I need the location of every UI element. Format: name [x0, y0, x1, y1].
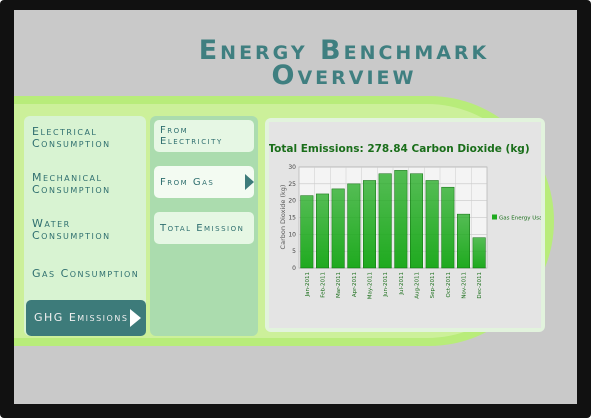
bar [409, 173, 424, 269]
menu-item-selected[interactable]: GHG Emissions [26, 300, 146, 336]
bar [456, 213, 471, 269]
arrow-icon [130, 309, 141, 327]
bar [362, 180, 377, 269]
y-axis-label: Carbon Dioxide (kg) [279, 185, 287, 250]
y-tick-label: 10 [288, 231, 296, 238]
bar [347, 183, 361, 269]
screen: Energy Benchmark Overview Electrical Con… [14, 10, 577, 404]
submenu-item[interactable]: From Electricity [154, 120, 254, 152]
y-tick-label: 5 [292, 248, 296, 255]
sub-menu: From Electricity From Gas Total Emission [150, 116, 258, 336]
bar [315, 193, 330, 269]
bar [378, 173, 392, 269]
x-tick-label: Mar-2011 [336, 272, 342, 298]
x-tick-label: Feb-2011 [321, 272, 327, 298]
menu-item[interactable]: Electrical Consumption [32, 125, 111, 150]
main-menu: Electrical Consumption Mechanical Consum… [24, 116, 146, 336]
chart-panel: Total Emissions: 278.84 Carbon Dioxide (… [265, 118, 545, 332]
menu-item[interactable]: Mechanical Consumption [32, 171, 111, 196]
y-tick-label: 20 [288, 198, 296, 205]
y-tick-label: 0 [292, 265, 296, 272]
x-tick-label: Nov-2011 [462, 272, 468, 299]
y-tick-label: 30 [288, 164, 296, 171]
x-tick-label: Oct-2011 [446, 272, 452, 298]
menu-item[interactable]: Water Consumption [32, 217, 111, 242]
bar [300, 195, 314, 269]
menu-item[interactable]: Gas Consumption [32, 267, 140, 280]
y-tick-label: 25 [288, 181, 296, 188]
submenu-item[interactable]: Total Emission [154, 212, 254, 244]
bar [394, 170, 408, 269]
bar [472, 237, 486, 269]
x-tick-label: Jun-2011 [383, 272, 389, 298]
bar [441, 186, 455, 269]
bar [331, 188, 345, 269]
y-tick-label: 15 [288, 215, 296, 222]
page-title: Energy Benchmark Overview [198, 35, 490, 91]
x-tick-label: Jan-2011 [305, 272, 311, 297]
chart-title: Total Emissions: 278.84 Carbon Dioxide (… [269, 143, 530, 155]
submenu-item-selected[interactable]: From Gas [154, 166, 254, 198]
x-tick-label: Jul-2011 [399, 272, 405, 296]
legend-swatch [492, 214, 497, 220]
x-tick-label: May-2011 [368, 272, 374, 299]
x-tick-label: Aug-2011 [415, 272, 421, 299]
legend-label: Gas Energy Usage [499, 216, 541, 222]
x-tick-label: Apr-2011 [352, 272, 358, 297]
arrow-icon [245, 174, 254, 190]
x-tick-label: Dec-2011 [477, 272, 483, 299]
bar [425, 180, 439, 269]
chart: Total Emissions: 278.84 Carbon Dioxide (… [269, 122, 541, 328]
x-tick-label: Sep-2011 [430, 272, 436, 298]
